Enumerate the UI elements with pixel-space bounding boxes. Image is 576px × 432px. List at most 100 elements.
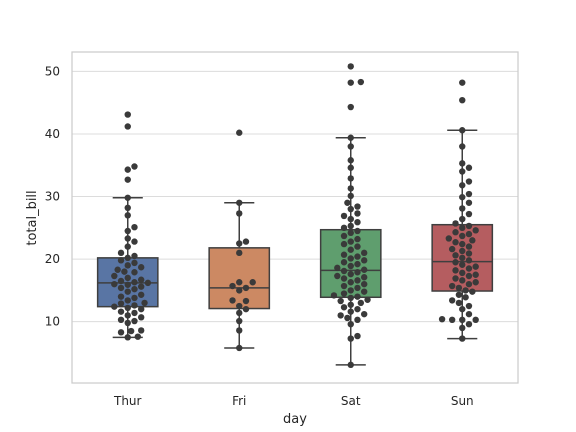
data-point <box>465 178 473 185</box>
data-point <box>134 333 142 340</box>
data-point <box>117 308 125 315</box>
data-point <box>117 249 125 257</box>
data-point <box>236 240 243 247</box>
data-point <box>347 134 354 141</box>
data-point <box>124 123 131 130</box>
data-point <box>459 254 466 262</box>
data-point <box>340 282 348 290</box>
data-point <box>242 284 250 292</box>
data-point <box>347 320 354 328</box>
data-point <box>340 275 348 282</box>
x-tick-label: Fri <box>232 394 246 408</box>
data-point <box>330 292 338 299</box>
data-point <box>124 243 131 250</box>
data-points <box>111 63 479 369</box>
data-point <box>137 305 145 313</box>
data-point <box>455 299 463 307</box>
data-point <box>354 203 361 210</box>
data-point <box>459 269 466 277</box>
data-point <box>347 185 354 192</box>
data-point <box>364 296 371 303</box>
data-point <box>459 305 466 313</box>
data-point <box>137 283 145 290</box>
data-point <box>448 297 456 304</box>
data-point <box>465 302 473 310</box>
data-point <box>347 103 354 111</box>
plot-background <box>72 52 518 383</box>
data-point <box>452 229 459 236</box>
data-point <box>459 96 466 104</box>
data-point <box>459 316 466 324</box>
data-point <box>357 299 365 307</box>
data-point <box>360 257 368 264</box>
data-point <box>124 304 131 312</box>
data-point <box>472 316 479 324</box>
data-point <box>137 276 145 283</box>
data-point <box>131 317 138 325</box>
data-point <box>347 308 354 315</box>
data-point <box>347 238 354 245</box>
data-point <box>117 316 125 324</box>
data-point <box>236 249 243 257</box>
data-point <box>347 335 354 342</box>
data-point <box>360 274 368 281</box>
data-point <box>131 302 138 309</box>
data-point <box>465 230 473 238</box>
data-point <box>354 218 361 226</box>
data-point <box>354 227 361 235</box>
data-point <box>448 245 456 253</box>
data-point <box>117 329 125 336</box>
data-point <box>347 279 354 286</box>
data-point <box>111 303 118 310</box>
data-point <box>347 229 354 237</box>
data-point <box>340 224 348 232</box>
data-point <box>465 164 473 171</box>
data-point <box>124 274 131 282</box>
data-point <box>131 238 138 245</box>
data-point <box>131 294 138 302</box>
data-point <box>465 199 473 206</box>
data-point <box>340 240 348 248</box>
data-point <box>465 310 473 318</box>
data-point <box>354 305 361 313</box>
data-point <box>347 222 354 230</box>
data-point <box>459 247 466 255</box>
data-point <box>137 314 145 321</box>
data-point <box>354 235 361 243</box>
data-point <box>229 282 236 290</box>
data-point <box>452 259 459 266</box>
data-point <box>236 287 243 294</box>
data-point <box>236 199 243 206</box>
data-point <box>360 280 368 288</box>
data-point <box>236 129 243 136</box>
data-point <box>124 235 131 242</box>
data-point <box>452 267 459 274</box>
data-point <box>117 257 125 264</box>
data-point <box>236 279 243 286</box>
data-point <box>117 284 125 292</box>
data-point <box>354 316 361 324</box>
data-point <box>465 210 473 218</box>
x-tick-labels: Thur Fri Sat Sun <box>113 394 474 408</box>
y-tick-label: 20 <box>45 252 60 266</box>
data-point <box>462 287 469 294</box>
data-point <box>124 204 131 212</box>
box-fri <box>208 202 271 349</box>
data-point <box>354 253 361 260</box>
data-point <box>236 210 243 217</box>
data-point <box>340 232 348 240</box>
data-point <box>131 259 138 267</box>
data-point <box>360 266 368 273</box>
data-point <box>137 291 145 298</box>
data-point <box>455 284 463 292</box>
data-point <box>347 301 354 308</box>
data-point <box>360 249 368 257</box>
data-point <box>347 164 354 171</box>
data-point <box>459 160 466 167</box>
data-point <box>137 327 145 334</box>
data-point <box>124 111 131 118</box>
data-point <box>124 212 131 219</box>
data-point <box>347 361 354 369</box>
x-tick-label: Sat <box>341 394 361 408</box>
